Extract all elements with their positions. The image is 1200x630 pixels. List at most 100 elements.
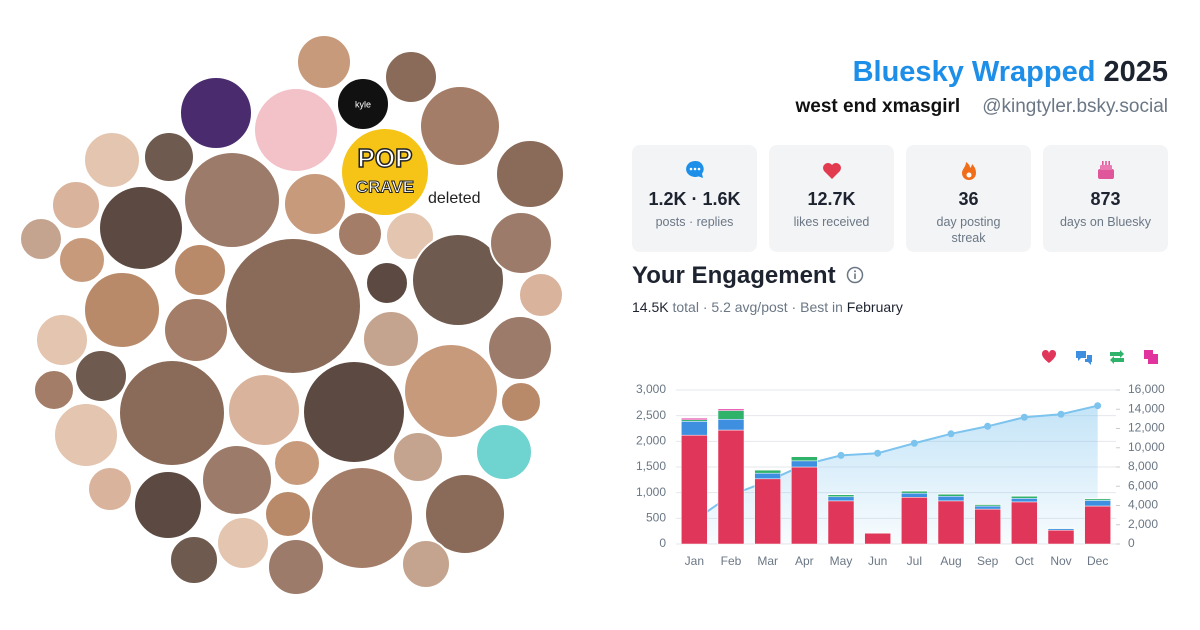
x-tick-label: Jul — [907, 554, 922, 568]
y-tick-label: 1,000 — [636, 485, 666, 499]
x-tick-label: May — [830, 554, 853, 568]
avatar — [169, 535, 219, 585]
x-tick-label: Mar — [757, 554, 778, 568]
bar-segment — [717, 419, 745, 431]
bar-segment — [681, 417, 708, 421]
bar-segment — [791, 460, 818, 468]
avatar — [201, 444, 273, 516]
avatar — [384, 50, 438, 104]
title: Bluesky Wrapped 2025 — [853, 56, 1168, 89]
bar-segment — [791, 455, 818, 457]
avatar — [340, 127, 430, 217]
cumulative-line — [693, 404, 1098, 522]
avatar — [419, 85, 501, 167]
line-point — [910, 439, 918, 447]
avatar — [83, 271, 161, 349]
bar-segment — [1047, 527, 1075, 529]
avatar-label: POP — [358, 143, 413, 173]
icon — [961, 162, 976, 180]
profile: west end xmasgirl @kingtyler.bsky.social — [795, 96, 1168, 118]
avatar — [403, 343, 499, 439]
avatar — [216, 516, 270, 570]
legend-icon — [1041, 349, 1057, 363]
avatar — [267, 538, 325, 596]
bar-segment — [1011, 501, 1038, 545]
bar-segment — [1011, 496, 1038, 499]
avatar — [224, 237, 362, 375]
line-point — [727, 491, 735, 499]
stat-card: 12.7K likes received — [769, 145, 894, 252]
bar-segment — [1084, 505, 1111, 545]
avatar — [51, 180, 101, 230]
summary-total: 14.5K — [632, 299, 669, 315]
bar-segment — [681, 434, 708, 545]
avatar — [362, 310, 420, 368]
stat-value: 12.7K — [807, 189, 856, 209]
bar-segment — [1084, 498, 1111, 500]
engagement-summary: 14.5K total · 5.2 avg/post · Best in Feb… — [632, 299, 903, 315]
bar-segment — [754, 469, 781, 471]
legend-icon — [1110, 350, 1124, 364]
title-year: 2025 — [1103, 56, 1168, 88]
avatar — [392, 431, 444, 483]
avatar — [385, 211, 435, 261]
x-tick-label: Feb — [721, 554, 742, 568]
bar-segment — [1011, 495, 1038, 497]
bar-segment — [681, 419, 708, 422]
legend-icon — [1144, 350, 1158, 364]
avatar — [173, 243, 227, 297]
bar-segment — [791, 466, 818, 545]
y2-tick-label: 8,000 — [1128, 459, 1158, 473]
y2-tick-label: 0 — [1128, 536, 1135, 550]
avatar — [411, 233, 505, 327]
bar-segment — [864, 532, 891, 534]
bar-segment — [901, 490, 928, 494]
x-tick-label: Apr — [795, 554, 814, 568]
title-text: Bluesky Wrapped — [852, 56, 1096, 88]
line-point — [837, 451, 845, 459]
stat-card: 1.2K · 1.6K posts · replies — [632, 145, 757, 252]
bar-segment — [827, 500, 855, 545]
bar-segment — [1011, 498, 1038, 503]
avatar — [273, 439, 321, 487]
avatar — [179, 76, 253, 150]
avatar — [296, 34, 352, 90]
avatar — [487, 315, 553, 381]
bar-segment — [937, 500, 965, 545]
avatar — [227, 373, 301, 447]
avatar — [133, 470, 203, 540]
avatar — [302, 360, 406, 464]
bar-segment — [937, 493, 965, 495]
bar-segment — [754, 472, 781, 480]
bar-segment — [754, 469, 781, 474]
stat-value: 36 — [958, 189, 979, 209]
avatar — [337, 211, 383, 257]
icon — [822, 163, 841, 179]
line-point — [1057, 410, 1065, 418]
avatar — [35, 313, 89, 367]
avatar — [87, 466, 133, 512]
legend-icon — [1076, 351, 1092, 365]
icon — [685, 160, 704, 178]
info-icon[interactable] — [846, 266, 864, 284]
bar-segment — [827, 494, 855, 498]
y2-tick-label: 2,000 — [1128, 517, 1158, 531]
bar-segment — [937, 496, 965, 502]
stat-value: 1.2K · 1.6K — [648, 189, 741, 209]
avatar — [489, 211, 553, 275]
x-tick-label: Oct — [1015, 554, 1034, 568]
x-tick-label: Sep — [977, 554, 999, 568]
heading-text: Your Engagement — [632, 262, 836, 289]
stat-card: 36 day posting streak — [906, 145, 1031, 252]
x-tick-label: Aug — [940, 554, 961, 568]
y2-tick-label: 12,000 — [1128, 421, 1165, 435]
line-point — [984, 422, 992, 430]
avatar-label: CRAVE — [356, 177, 414, 196]
stat-value: 873 — [1090, 189, 1121, 209]
avatar — [163, 297, 229, 363]
bar-segment — [717, 429, 745, 545]
bar-segment — [974, 505, 1001, 510]
stat-label: day posting streak — [936, 215, 1001, 245]
line-point — [1020, 413, 1028, 421]
avatar — [58, 236, 106, 284]
